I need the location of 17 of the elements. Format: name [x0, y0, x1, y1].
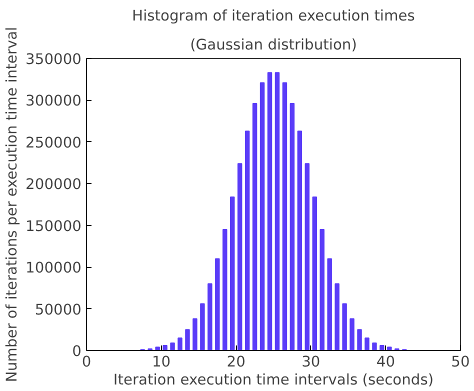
x-tick-label: 10 [152, 354, 171, 370]
x-tick-label: 20 [226, 354, 246, 370]
y-axis-title: Number of iterations per execution time interval [4, 26, 21, 382]
x-tick-label: 50 [451, 354, 470, 370]
y-tick-label: 250000 [26, 134, 82, 152]
y-tick-label: 300000 [26, 92, 82, 110]
y-tick-label: 100000 [26, 260, 82, 277]
y-tick-label: 200000 [26, 176, 82, 194]
chart-subtitle: (Gaussian distribution) [190, 36, 357, 54]
y-tick-label: 0 [72, 343, 82, 360]
chart-title: Histogram of iteration execution times [132, 8, 415, 24]
x-tick-label: 30 [302, 354, 320, 370]
y-tick-label: 150000 [26, 218, 82, 235]
y-tick-label: 50000 [34, 301, 82, 318]
x-tick-label: 40 [376, 354, 396, 370]
x-axis-title: Iteration execution time intervals (seconds) [113, 372, 434, 388]
y-tick-label: 350000 [26, 51, 82, 68]
